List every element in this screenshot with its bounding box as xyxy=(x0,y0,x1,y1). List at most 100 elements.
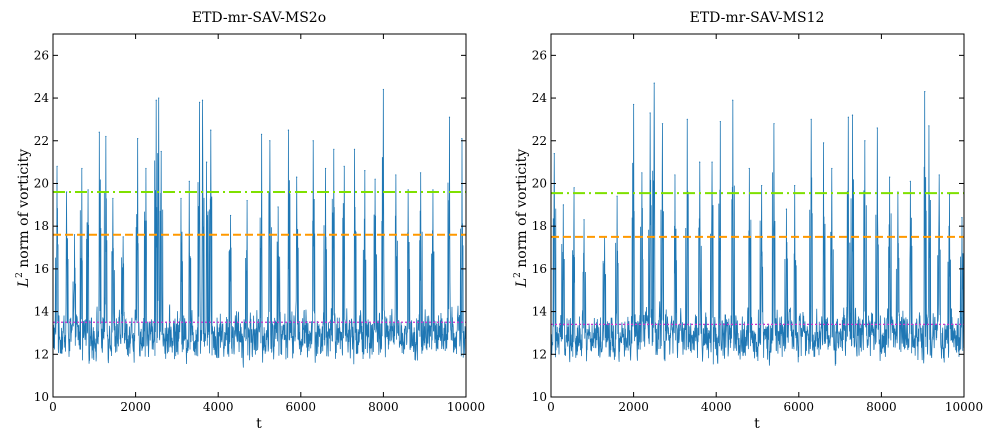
spike-point xyxy=(748,167,750,170)
spike-point xyxy=(98,131,100,133)
spike-point xyxy=(653,82,655,84)
spike-point xyxy=(407,189,409,191)
spike-point xyxy=(353,148,356,150)
x-tick-label: 10000 xyxy=(945,400,983,414)
spike-point xyxy=(864,140,866,142)
spike-point xyxy=(822,142,825,144)
spike-point xyxy=(649,112,651,114)
x-tick-label: 0 xyxy=(547,400,555,414)
spike-point xyxy=(794,185,796,187)
y-tick-label: 22 xyxy=(34,134,49,148)
x-tick-label: 6000 xyxy=(784,400,815,414)
spike-point xyxy=(674,174,676,176)
spike-point xyxy=(851,114,854,116)
spike-point xyxy=(395,174,397,176)
spike-point xyxy=(616,195,618,197)
spike-point xyxy=(583,219,585,221)
vorticity-series-line xyxy=(53,89,466,368)
y-tick-label: 14 xyxy=(532,305,548,319)
spike-point xyxy=(158,97,160,99)
x-tick-label: 10000 xyxy=(447,400,485,414)
x-tick-label: 0 xyxy=(49,400,57,414)
spike-point xyxy=(382,88,384,91)
y-axis-label-sup: 2 xyxy=(15,272,25,278)
spike-point xyxy=(928,125,930,127)
spike-point xyxy=(876,127,878,129)
axes-frame xyxy=(550,33,965,398)
y-tick-label: 10 xyxy=(532,390,547,404)
spike-point xyxy=(889,176,891,178)
spike-point xyxy=(180,197,182,200)
y-axis-label-rest: norm of vorticity xyxy=(514,149,530,272)
spike-point xyxy=(831,167,833,170)
y-tick-label: 24 xyxy=(532,91,548,105)
spike-point xyxy=(312,140,314,142)
spike-point xyxy=(938,174,940,176)
spike-point xyxy=(732,99,734,101)
spike-point xyxy=(277,206,279,208)
spike-point xyxy=(206,161,208,163)
spike-point xyxy=(711,161,713,163)
spike-point xyxy=(364,170,366,172)
x-tick-label: 2000 xyxy=(120,400,151,414)
y-tick-label: 18 xyxy=(532,219,547,233)
spike-point xyxy=(374,178,376,180)
spike-point xyxy=(287,129,290,131)
spike-point xyxy=(461,138,463,140)
spike-point xyxy=(562,204,564,206)
y-axis-label: L2 norm of vorticity xyxy=(513,149,530,288)
y-tick-label: 22 xyxy=(532,134,547,148)
spike-point xyxy=(432,189,434,191)
spike-point xyxy=(81,167,83,170)
spike-point xyxy=(633,103,635,106)
y-tick-label: 18 xyxy=(34,219,49,233)
y-tick-label: 12 xyxy=(34,347,49,361)
y-tick-label: 10 xyxy=(34,390,49,404)
spike-point xyxy=(199,101,201,103)
y-tick-label: 26 xyxy=(34,48,49,62)
spike-point xyxy=(296,176,298,178)
y-tick-label: 20 xyxy=(34,176,49,190)
y-tick-label: 16 xyxy=(34,262,49,276)
spike-point xyxy=(333,148,335,150)
spike-point xyxy=(87,189,89,191)
x-axis-label: t xyxy=(256,416,262,432)
axes-frame xyxy=(52,33,467,398)
chart-panel-left: ETD-mr-SAV-MS2o 0 2000 4000 6000 8000 10000 10… xyxy=(15,10,485,432)
spike-point xyxy=(260,133,263,135)
spike-point xyxy=(448,116,451,118)
spike-point xyxy=(343,165,345,167)
plot-area: 0 2000 4000 6000 8000 10000 10 12 14 16 18 20 22 24 26 xyxy=(34,33,485,414)
spike-point xyxy=(785,208,788,210)
x-tick-label: 4000 xyxy=(701,400,732,414)
spike-point xyxy=(66,191,68,193)
spike-point xyxy=(229,214,232,217)
spike-point xyxy=(112,197,114,200)
spike-point xyxy=(641,172,643,174)
y-tick-label: 24 xyxy=(34,91,50,105)
x-tick-label: 4000 xyxy=(203,400,234,414)
vorticity-series-line xyxy=(551,83,964,366)
spike-point xyxy=(761,185,763,187)
x-tick-label: 6000 xyxy=(286,400,317,414)
spike-point xyxy=(573,187,575,189)
chart-panel-right: ETD-mr-SAV-MS12 0 2000 4000 6000 8000 10000 10… xyxy=(513,10,983,432)
spike-point xyxy=(719,120,721,123)
x-tick-label: 8000 xyxy=(368,400,399,414)
spike-point xyxy=(188,180,190,182)
spike-point xyxy=(155,99,157,101)
spike-point xyxy=(810,118,812,121)
spike-point xyxy=(847,116,849,118)
spike-point xyxy=(661,123,664,125)
spike-point xyxy=(246,199,248,202)
y-axis-label-sup: 2 xyxy=(513,272,523,278)
plot-area: 0 2000 4000 6000 8000 10000 10 12 14 16 18 20 22 24 26 xyxy=(532,33,983,414)
spike-point xyxy=(324,167,327,170)
y-tick-label: 12 xyxy=(532,347,547,361)
spike-point xyxy=(686,118,688,121)
spike-point xyxy=(210,129,212,131)
x-tick-label: 8000 xyxy=(866,400,897,414)
chart-title: ETD-mr-SAV-MS2o xyxy=(192,10,326,26)
spike-point xyxy=(924,91,926,93)
